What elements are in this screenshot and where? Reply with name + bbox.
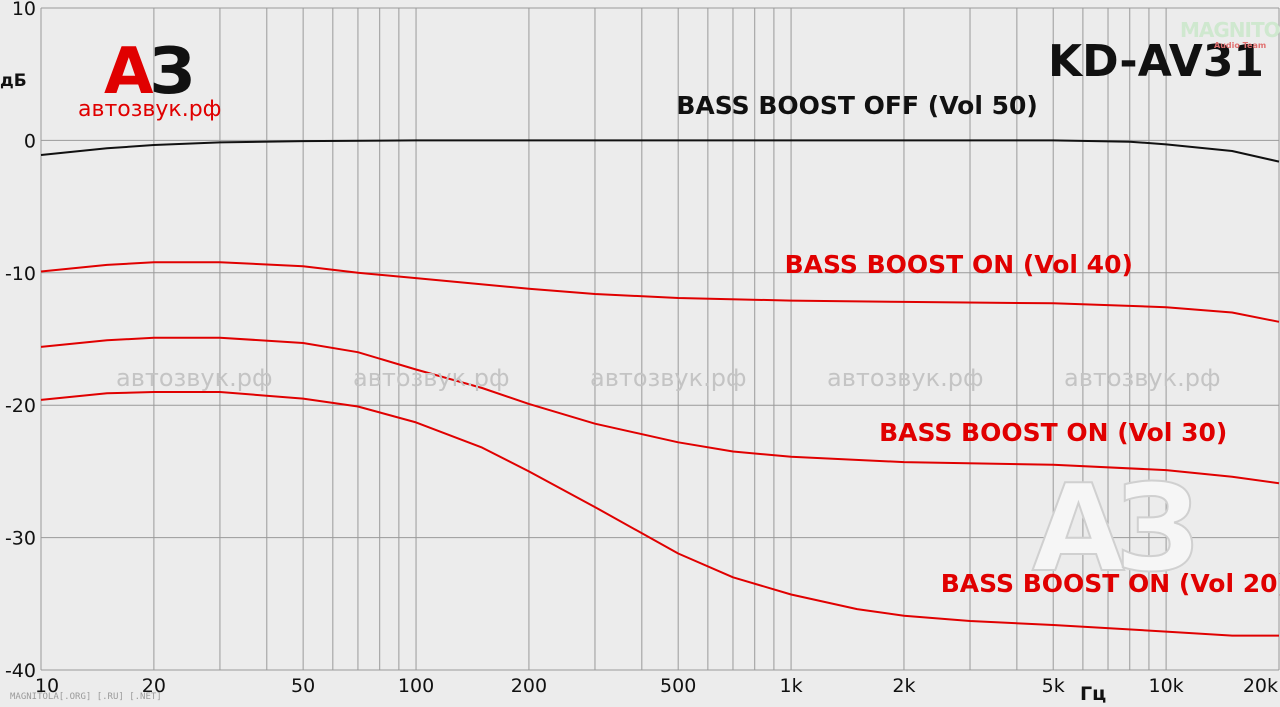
x-tick-label: 2k [892, 675, 915, 697]
series-line [40, 139, 1280, 163]
magnitola-logo: MAGNITOLA [1180, 18, 1280, 42]
series-layer [40, 139, 1280, 637]
magnitola-sub: Audio Team [1214, 41, 1267, 50]
x-axis-label: Гц [1080, 683, 1106, 705]
logo: АЗ [104, 40, 195, 104]
x-tick-label: 500 [660, 675, 696, 697]
x-tick-label: 200 [511, 675, 547, 697]
x-tick-label: 1k [780, 675, 803, 697]
y-tick-label: 0 [24, 130, 36, 152]
series-label: BASS BOOST ON (Vol 40) [785, 250, 1133, 279]
y-tick-label: -40 [5, 660, 36, 682]
x-tick-label: 10k [1149, 675, 1184, 697]
footer-text: MAGNITOLA[.ORG] [.RU] [.NET] [10, 692, 162, 702]
watermark-text: автозвук.рф [116, 364, 273, 392]
x-tick-label: 100 [398, 675, 434, 697]
logo-letter-z: З [149, 35, 196, 109]
x-tick-label: 20 [142, 675, 166, 697]
x-tick-label: 20k [1243, 675, 1278, 697]
x-tick-label: 5k [1042, 675, 1065, 697]
series-label: BASS BOOST ON (Vol 20) [941, 569, 1280, 598]
y-tick-label: -10 [5, 263, 36, 285]
y-tick-label: -20 [5, 395, 36, 417]
series-label: BASS BOOST ON (Vol 30) [879, 418, 1227, 447]
watermark-text: автозвук.рф [353, 364, 510, 392]
x-tick-label: 50 [291, 675, 315, 697]
series-line [40, 336, 1280, 485]
series-line [40, 391, 1279, 637]
watermark-text: автозвук.рф [827, 364, 984, 392]
model-title: KD-AV31 [1048, 36, 1265, 87]
x-tick-label: 10 [35, 675, 59, 697]
watermark-text: автозвук.рф [590, 364, 747, 392]
series-line [40, 261, 1280, 323]
big-logo-watermark: АЗ [1031, 459, 1201, 600]
logo-letter-a: А [104, 35, 153, 109]
y-tick-label: 10 [12, 0, 36, 20]
y-tick-label: -30 [5, 528, 36, 550]
series-label: BASS BOOST OFF (Vol 50) [676, 91, 1038, 120]
watermark-text: автозвук.рф [1064, 364, 1221, 392]
y-axis-label: дБ [0, 71, 27, 91]
logo-site: автозвук.рф [78, 97, 222, 122]
